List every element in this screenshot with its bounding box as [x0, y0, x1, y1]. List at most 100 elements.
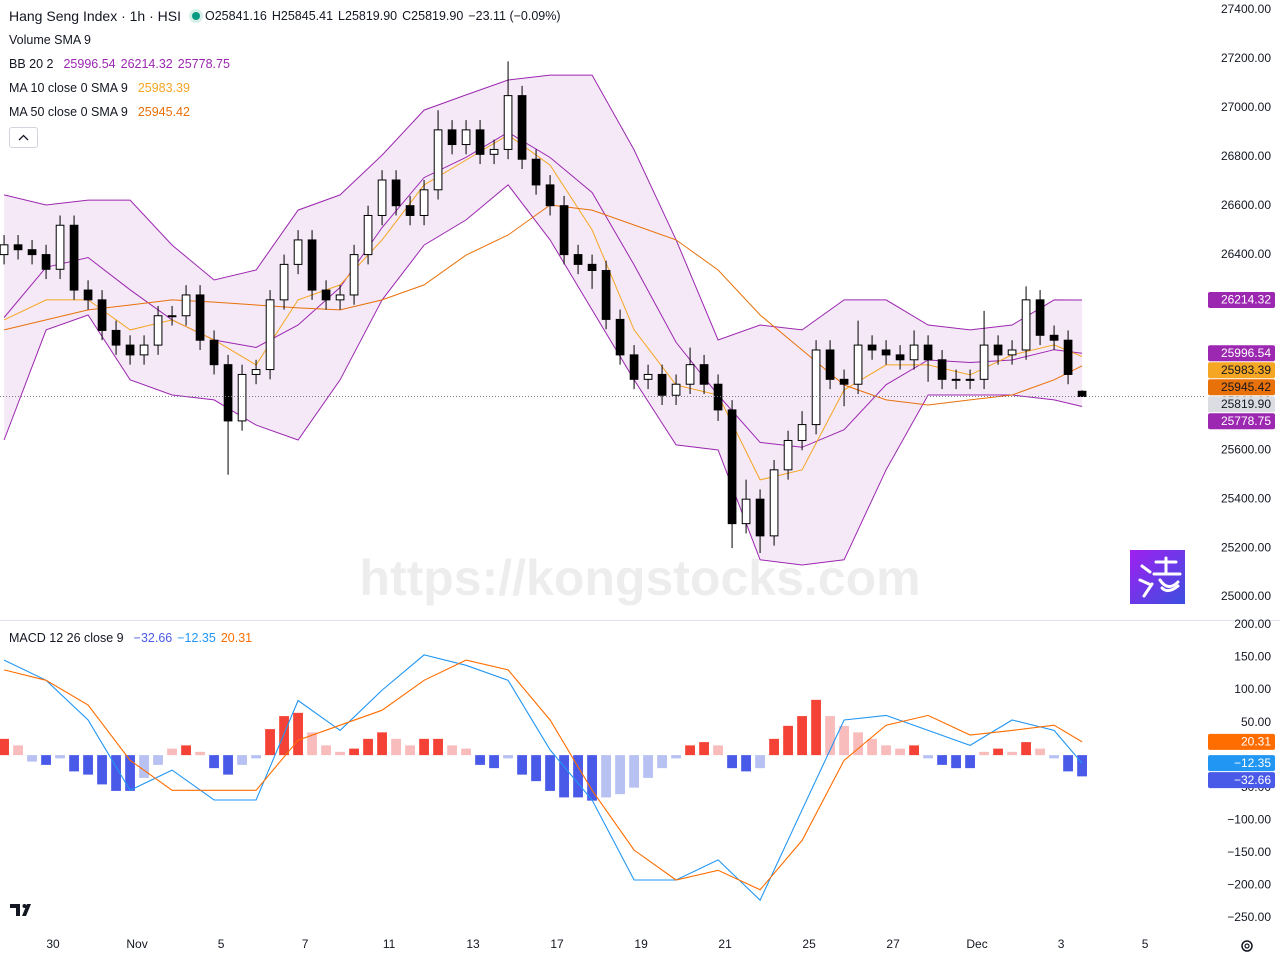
candle-body: [167, 315, 177, 318]
histogram-bar: [209, 755, 219, 769]
symbol-title: Hang Seng Index · 1h · HSI: [9, 8, 181, 24]
candle-body: [517, 95, 527, 160]
candle-body: [419, 189, 429, 216]
x-tick-label: 3: [1058, 937, 1065, 951]
bb-value: 26214.32: [120, 57, 173, 71]
ohlc-key: O: [205, 9, 215, 23]
candle-body: [685, 364, 695, 385]
macd-line: [3, 659, 1083, 891]
candle-body: [573, 254, 583, 265]
bb-value: 25778.75: [177, 57, 230, 71]
histogram-bar: [55, 755, 65, 759]
candle-body: [461, 129, 471, 146]
candle-body: [251, 369, 261, 375]
y-tick-label: 100.00: [1234, 682, 1271, 696]
candle-body: [377, 179, 387, 216]
ma-value: 25945.42: [137, 105, 190, 119]
y-tick-label: 26400.00: [1221, 247, 1271, 261]
candle-body: [41, 254, 51, 270]
candle-body: [475, 129, 485, 155]
ohlc-value: 25845.41: [280, 9, 334, 23]
x-tick-label: 21: [718, 937, 732, 951]
collapse-button[interactable]: [9, 127, 38, 148]
candle-body: [307, 239, 317, 291]
histogram-bar: [839, 725, 849, 756]
candle-body: [1035, 299, 1045, 336]
x-tick-label: 13: [466, 937, 480, 951]
histogram-bar: [265, 729, 275, 756]
candle-body: [405, 205, 415, 216]
candle-body: [153, 315, 163, 346]
candle-body: [965, 378, 975, 381]
histogram-bar: [321, 745, 331, 756]
x-tick-label: 17: [550, 937, 564, 951]
candle-body: [1063, 339, 1073, 375]
y-tick-label: −150.00: [1227, 845, 1271, 859]
histogram-bar: [559, 755, 569, 798]
histogram-bar: [489, 755, 499, 769]
price-tag-label: 26214.32: [1221, 293, 1271, 307]
candle-body: [783, 439, 793, 471]
settings-icon[interactable]: [1241, 940, 1253, 952]
histogram-bar: [279, 716, 289, 756]
y-tick-label: −100.00: [1227, 812, 1271, 826]
histogram-bar: [181, 745, 191, 756]
x-tick-label: 19: [634, 937, 648, 951]
macd-line: [3, 654, 1083, 902]
histogram-bar: [755, 755, 765, 769]
candle-body: [853, 344, 863, 385]
candle-body: [433, 129, 443, 191]
histogram-bar: [643, 755, 653, 778]
candle-body: [335, 294, 345, 301]
candle-body: [391, 179, 401, 207]
histogram-bar: [1077, 755, 1087, 777]
candle-body: [727, 409, 737, 525]
ohlc-key: H: [271, 9, 281, 23]
histogram-bar: [797, 716, 807, 756]
histogram-bar: [671, 755, 681, 759]
market-status: [192, 12, 200, 20]
y-tick-label: 27200.00: [1221, 51, 1271, 65]
price-tag-label: 25778.75: [1221, 414, 1271, 428]
x-tick-label: 7: [302, 937, 309, 951]
candle-body: [545, 184, 555, 207]
volume-legend: Volume SMA 9: [9, 33, 91, 47]
candle-body: [811, 349, 821, 426]
candle-body: [531, 158, 541, 186]
candle-body: [111, 329, 121, 346]
candle-body: [937, 359, 947, 380]
candle-body: [909, 344, 919, 361]
histogram-bar: [909, 745, 919, 756]
histogram-bar: [629, 755, 639, 788]
y-tick-label: 27400.00: [1221, 2, 1271, 16]
candle-body: [671, 383, 681, 396]
histogram-bar: [391, 738, 401, 756]
histogram-bar: [1021, 742, 1031, 756]
candle-body: [797, 424, 807, 441]
macd-legend: MACD 12 26 close 9: [9, 631, 124, 645]
candle-body: [741, 498, 751, 525]
histogram-bar: [475, 755, 485, 765]
ohlc-value: 25819.90: [345, 9, 398, 23]
histogram-bar: [461, 748, 471, 756]
histogram-bar: [125, 755, 135, 791]
histogram-bar: [1007, 751, 1017, 756]
candle-body: [489, 148, 499, 155]
candle-body: [881, 349, 891, 356]
tv-logo: [10, 904, 31, 916]
price-tag-label: 25996.54: [1221, 346, 1271, 360]
histogram-bar: [699, 742, 709, 756]
histogram-bar: [545, 755, 555, 791]
candle-body: [125, 344, 135, 356]
ma-legend: MA 10 close 0 SMA 9: [9, 81, 128, 95]
x-tick-label: 5: [218, 937, 225, 951]
candle-body: [447, 129, 457, 146]
histogram-bar: [517, 755, 527, 775]
histogram-bar: [447, 745, 457, 756]
y-tick-label: 27000.00: [1221, 100, 1271, 114]
x-tick-label: 25: [802, 937, 816, 951]
price-tag: [1208, 396, 1275, 413]
candle-body: [223, 364, 233, 422]
candle-body: [13, 244, 23, 251]
candle-body: [699, 364, 709, 385]
